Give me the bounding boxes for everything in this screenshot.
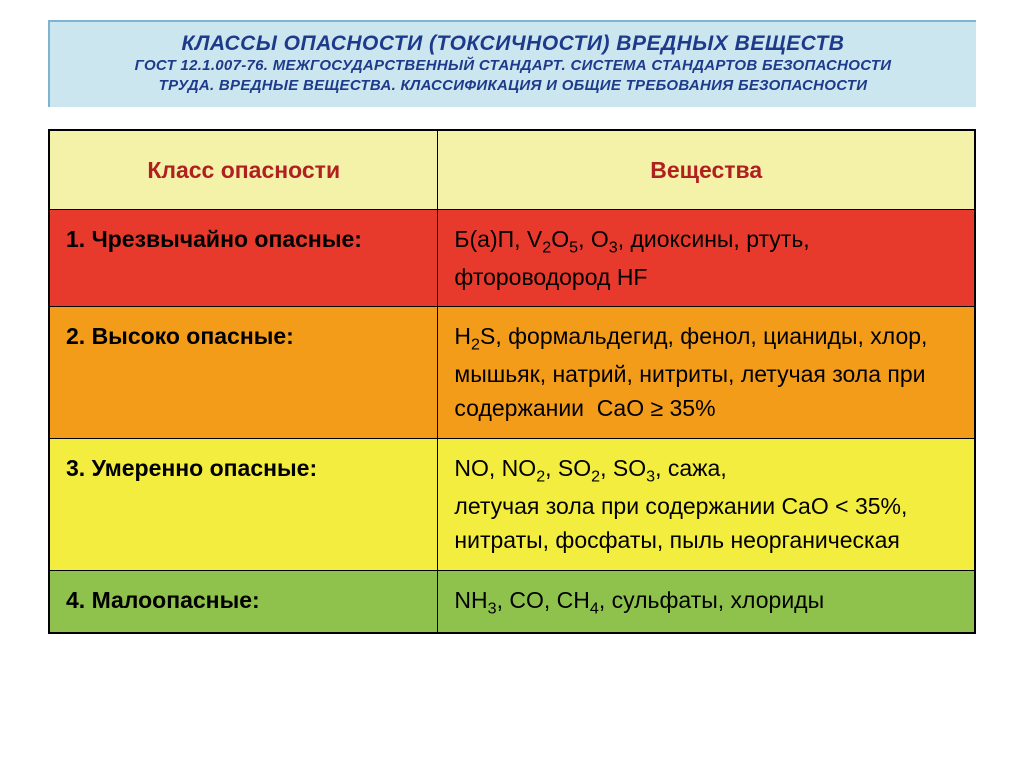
main-title: КЛАССЫ ОПАСНОСТИ (ТОКСИЧНОСТИ) ВРЕДНЫХ В…	[68, 32, 958, 56]
subtitle-line-2: ТРУДА. ВРЕДНЫЕ ВЕЩЕСТВА. КЛАССИФИКАЦИЯ И…	[68, 76, 958, 96]
table-row: 4. Малоопасные:NH3, CO, CH4, сульфаты, х…	[49, 570, 975, 633]
substances-cell: NH3, CO, CH4, сульфаты, хлориды	[438, 570, 975, 633]
substances-cell: H2S, формальдегид, фенол, цианиды, хлор,…	[438, 307, 975, 439]
column-header-substances: Вещества	[438, 130, 975, 210]
table-row: 2. Высоко опасные:H2S, формальдегид, фен…	[49, 307, 975, 439]
title-header: КЛАССЫ ОПАСНОСТИ (ТОКСИЧНОСТИ) ВРЕДНЫХ В…	[48, 20, 976, 107]
table-row: 3. Умеренно опасные:NO, NO2, SO2, SO3, с…	[49, 438, 975, 570]
substances-cell: Б(а)П, V2O5, O3, диоксины, ртуть, фторов…	[438, 210, 975, 307]
hazard-class-cell: 3. Умеренно опасные:	[49, 438, 438, 570]
table-row: 1. Чрезвычайно опасные:Б(а)П, V2O5, O3, …	[49, 210, 975, 307]
column-header-class: Класс опасности	[49, 130, 438, 210]
substances-cell: NO, NO2, SO2, SO3, сажа,летучая зола при…	[438, 438, 975, 570]
hazard-class-cell: 4. Малоопасные:	[49, 570, 438, 633]
hazard-classes-table: Класс опасностиВещества 1. Чрезвычайно о…	[48, 129, 976, 635]
hazard-class-cell: 2. Высоко опасные:	[49, 307, 438, 439]
subtitle-line-1: ГОСТ 12.1.007-76. МЕЖГОСУДАРСТВЕННЫЙ СТА…	[68, 56, 958, 76]
table-header-row: Класс опасностиВещества	[49, 130, 975, 210]
hazard-class-cell: 1. Чрезвычайно опасные:	[49, 210, 438, 307]
